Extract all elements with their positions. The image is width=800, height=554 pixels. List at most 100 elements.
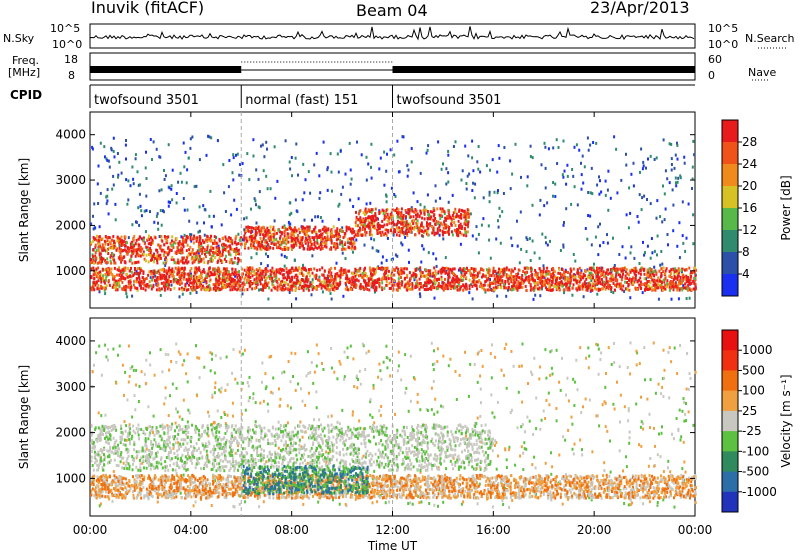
data-cell: [264, 230, 267, 234]
data-cell: [453, 267, 456, 271]
data-cell: [605, 285, 608, 289]
data-cell: [217, 259, 220, 263]
data-cell: [237, 242, 240, 245]
data-cell: [264, 272, 267, 276]
data-cell: [453, 282, 456, 286]
data-speck: [243, 217, 246, 221]
data-speck: [539, 198, 542, 202]
data-speck: [477, 232, 480, 236]
data-cell: [232, 272, 235, 276]
data-cell: [650, 276, 653, 279]
data-cell: [636, 279, 639, 283]
data-cell: [381, 288, 384, 292]
data-cell: [97, 239, 100, 243]
data-cell: [163, 250, 166, 254]
data-cell: [490, 281, 493, 285]
data-cell: [286, 232, 289, 236]
data-cell: [221, 285, 223, 289]
data-speck: [301, 198, 304, 202]
data-cell: [309, 238, 311, 242]
data-cell: [141, 276, 144, 279]
data-cell: [418, 277, 421, 281]
data-cell: [608, 279, 611, 283]
data-cell: [199, 283, 201, 287]
data-speck: [474, 182, 477, 186]
data-cell: [276, 281, 279, 285]
data-speck: [426, 148, 429, 152]
data-cell: [574, 278, 577, 282]
data-speck: [145, 150, 147, 154]
data-cell: [471, 276, 474, 279]
data-cell: [252, 244, 255, 248]
data-cell: [171, 273, 174, 276]
data-speck: [235, 153, 237, 157]
data-cell: [284, 276, 287, 280]
data-cell: [231, 285, 233, 289]
data-cell: [596, 267, 599, 271]
data-cell: [155, 254, 158, 258]
data-speck: [454, 140, 457, 144]
data-cell: [443, 267, 446, 270]
data-cell: [564, 276, 566, 280]
data-cell: [313, 267, 316, 271]
data-speck: [488, 200, 491, 204]
data-cell: [673, 272, 676, 276]
data-speck: [198, 229, 201, 233]
data-cell: [443, 269, 446, 273]
data-cell: [198, 243, 200, 246]
data-speck: [604, 193, 607, 197]
data-speck: [471, 139, 474, 143]
data-speck: [125, 139, 127, 142]
data-cell: [615, 278, 618, 282]
data-cell: [554, 282, 557, 286]
data-cell: [201, 239, 204, 243]
data-cell: [137, 247, 140, 251]
data-speck: [267, 255, 269, 258]
data-cell: [424, 229, 427, 233]
data-speck: [261, 143, 264, 147]
data-cell: [464, 287, 467, 291]
data-speck: [138, 192, 141, 196]
data-speck: [294, 156, 297, 160]
data-cell: [514, 281, 517, 285]
data-cell: [448, 270, 450, 274]
data-cell: [654, 281, 657, 285]
data-cell: [275, 275, 277, 279]
data-cell: [315, 285, 318, 288]
data-speck: [691, 177, 694, 181]
data-cell: [206, 246, 209, 250]
data-cell: [633, 267, 636, 270]
data-cell: [259, 279, 261, 283]
data-speck: [662, 184, 664, 188]
data-cell: [633, 272, 636, 276]
data-cell: [487, 268, 490, 272]
data-cell: [597, 287, 600, 291]
data-cell: [142, 238, 145, 242]
data-speck: [627, 226, 630, 230]
data-speck: [679, 174, 682, 178]
data-cell: [410, 274, 413, 278]
data-cell: [195, 239, 198, 243]
data-speck: [231, 171, 234, 175]
data-cell: [225, 272, 227, 276]
data-speck: [309, 191, 312, 195]
data-cell: [120, 258, 123, 262]
data-cell: [476, 287, 478, 291]
data-speck: [145, 194, 148, 198]
beam-title: Beam 04: [356, 1, 428, 20]
data-cell: [664, 277, 667, 281]
data-cell: [119, 239, 122, 243]
data-speck: [664, 169, 667, 173]
data-cell: [93, 272, 96, 276]
data-cell: [410, 287, 413, 291]
data-cell: [536, 283, 539, 287]
data-cell: [145, 277, 148, 280]
data-speck: [204, 208, 207, 212]
data-speck: [615, 147, 618, 151]
data-cell: [413, 276, 416, 280]
data-cell: [161, 276, 164, 280]
data-cell: [619, 287, 622, 290]
data-cell: [569, 278, 572, 282]
data-cell: [210, 271, 213, 275]
data-cell: [208, 267, 211, 271]
